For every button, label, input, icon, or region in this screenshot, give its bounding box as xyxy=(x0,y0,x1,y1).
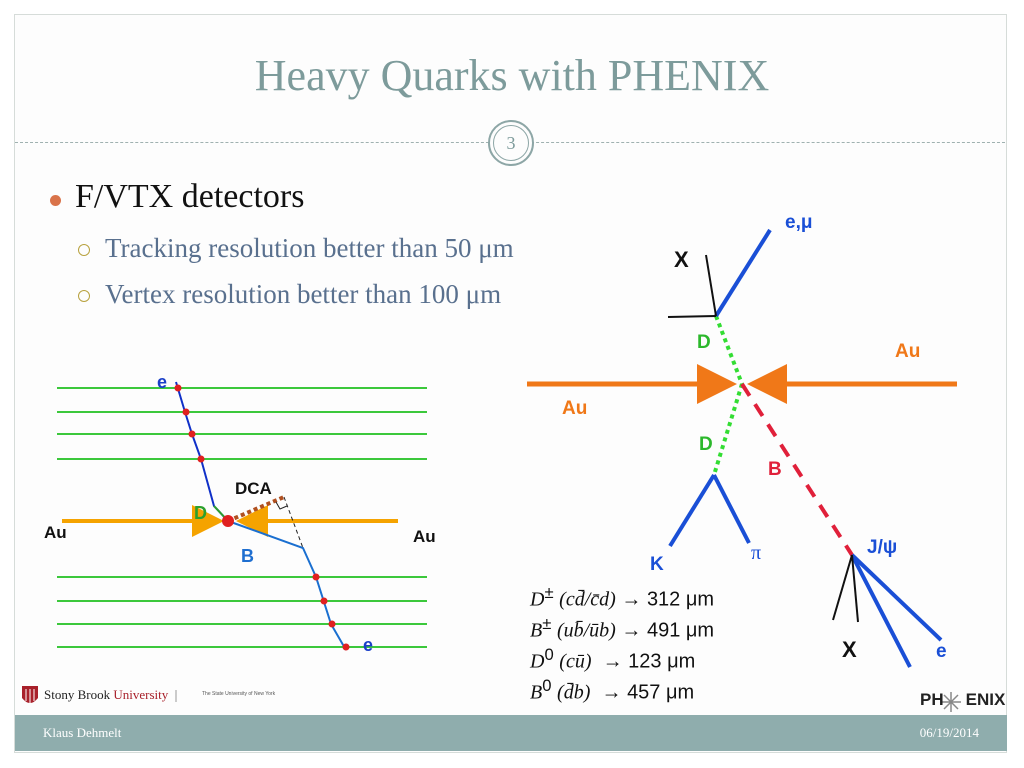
x-track-4 xyxy=(851,554,859,623)
label-d-mid: D xyxy=(699,434,713,455)
pion-track xyxy=(712,474,751,544)
label-e-bottom: e xyxy=(363,635,373,655)
hit-point xyxy=(312,573,320,581)
right-angle-marker xyxy=(275,501,288,510)
logo-text-stony-brook: Stony Brook xyxy=(44,687,111,702)
x-track-3 xyxy=(832,554,853,621)
label-pi: π xyxy=(751,542,761,564)
sub-bullet-ring-icon xyxy=(78,290,90,302)
label-au-right: Au xyxy=(895,341,920,362)
jpsi-decay-track-1 xyxy=(850,554,912,668)
electron-muon-track xyxy=(714,228,772,318)
right-diagram: e,μ X D Au Au D B K π J/ψ X e xyxy=(527,212,957,668)
d-track-bottom xyxy=(712,383,744,476)
formula-row: D± (cd̄/c̄d) → 312 μm xyxy=(530,583,715,611)
page-number-badge: 3 xyxy=(488,120,534,166)
label-d: D xyxy=(194,503,207,523)
hit-point xyxy=(328,620,336,628)
jpsi-decay-track-2 xyxy=(850,553,943,642)
slide-title: Heavy Quarks with PHENIX xyxy=(254,51,770,100)
footer-date: 06/19/2014 xyxy=(919,725,979,740)
label-au-left: Au xyxy=(562,398,587,419)
label-e: e xyxy=(936,641,947,662)
kaon-track xyxy=(668,473,716,548)
hit-point xyxy=(182,408,190,416)
sub-bullet-ring-icon xyxy=(78,244,90,256)
track-upper xyxy=(175,381,229,522)
d-track-top xyxy=(714,315,744,385)
phenix-logo: PH ENIX xyxy=(920,690,1006,709)
lifetime-formulas: D± (cd̄/c̄d) → 312 μm B± (ub̄/ūb) → 491 … xyxy=(530,583,714,707)
stony-brook-logo-icon xyxy=(22,686,38,703)
formula-row: B± (ub̄/ūb) → 491 μm xyxy=(530,614,715,642)
page-number: 3 xyxy=(493,125,529,161)
footer-author: Klaus Dehmelt xyxy=(43,725,122,740)
sub-bullet-vertex: Vertex resolution better than 100 μm xyxy=(105,279,502,309)
left-diagram: e e DCA D B Au Au xyxy=(44,372,436,655)
b-track xyxy=(740,382,854,557)
formula-row: D0 (cū) → 123 μm xyxy=(530,645,696,673)
formula-row: B0 (d̄b) → 457 μm xyxy=(530,676,695,704)
hit-point xyxy=(320,597,328,605)
label-d-top: D xyxy=(697,332,711,353)
collision-vertex xyxy=(222,515,234,527)
hit-points xyxy=(174,384,350,651)
bullet-dot-icon xyxy=(50,195,61,206)
logo-tagline: The State University of New York xyxy=(202,691,276,697)
label-x-bottom: X xyxy=(842,637,857,662)
label-x-top: X xyxy=(674,247,689,272)
bullet-main: F/VTX detectors xyxy=(75,178,305,215)
label-k: K xyxy=(650,554,664,575)
label-dca: DCA xyxy=(235,479,272,498)
track-extrapolation xyxy=(283,496,304,549)
label-e-mu: e,μ xyxy=(785,212,812,233)
hit-point xyxy=(197,455,205,463)
logo-text-university: University xyxy=(113,687,169,702)
hit-point xyxy=(342,643,350,651)
label-au-right: Au xyxy=(413,527,436,546)
label-b: B xyxy=(241,546,254,566)
label-e-top: e xyxy=(157,372,167,392)
hit-point xyxy=(188,430,196,438)
track-lower xyxy=(227,520,347,651)
x-track-1 xyxy=(705,254,717,317)
hit-point xyxy=(174,384,182,392)
dca-line xyxy=(227,495,285,523)
detector-layers xyxy=(57,387,427,648)
label-au-left: Au xyxy=(44,523,67,542)
sub-bullet-tracking: Tracking resolution better than 50 μm xyxy=(105,233,514,263)
label-b: B xyxy=(768,459,782,480)
label-jpsi: J/ψ xyxy=(867,537,897,558)
phenix-star-icon xyxy=(941,692,961,712)
footer-bar: Klaus Dehmelt 06/19/2014 xyxy=(15,715,1007,751)
x-track-2 xyxy=(667,315,717,318)
